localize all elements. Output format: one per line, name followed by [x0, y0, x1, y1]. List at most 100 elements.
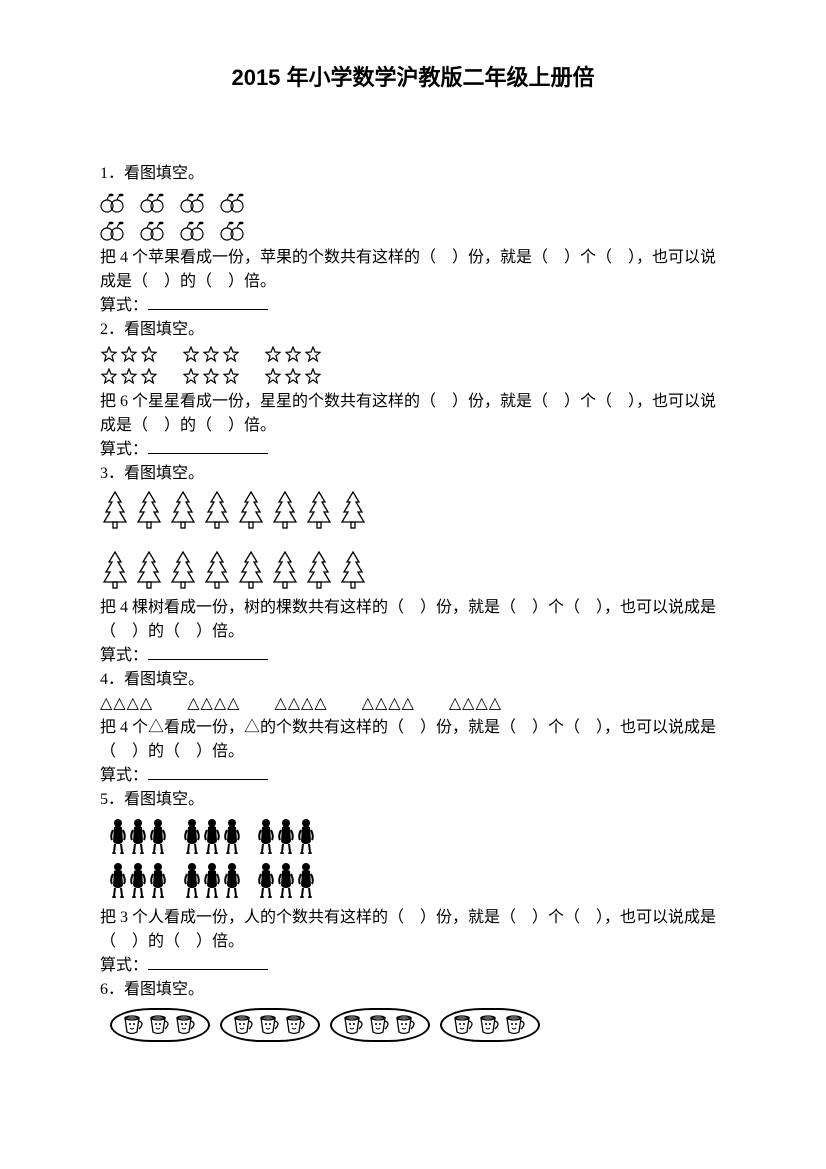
q5-formula-label: 算式：: [100, 957, 148, 974]
star-icon: [222, 346, 240, 364]
star-icon: [284, 346, 302, 364]
tree-icon: [338, 550, 372, 592]
q1-formula: 算式：: [100, 294, 726, 318]
tree-icon: [270, 550, 304, 592]
q3-formula: 算式：: [100, 644, 726, 668]
star-icon: [182, 368, 200, 386]
cup-icon: [452, 1014, 476, 1036]
tree-icon: [100, 550, 134, 592]
person-icon: [184, 862, 202, 900]
apple-icon: [220, 190, 246, 214]
tree-icon: [168, 490, 202, 532]
q3-figure-row1: [100, 490, 726, 532]
person-icon: [130, 862, 148, 900]
person-icon: [204, 862, 222, 900]
star-icon: [264, 346, 282, 364]
star-icon: [202, 346, 220, 364]
apple-icon: [140, 190, 166, 214]
tree-icon: [236, 490, 270, 532]
cup-icon: [368, 1014, 392, 1036]
person-icon: [150, 818, 168, 856]
blank-line: [148, 765, 268, 780]
star-icon: [304, 368, 322, 386]
q2-figure: [100, 346, 726, 364]
cup-icon: [478, 1014, 502, 1036]
doc-title: 2015 年小学数学沪教版二年级上册倍: [100, 60, 726, 92]
apple-icon: [140, 218, 166, 242]
tree-icon: [304, 490, 338, 532]
q3-text: 把 4 棵树看成一份，树的棵数共有这样的（ ）份，就是（ ）个（ ），也可以说成…: [100, 596, 726, 644]
star-icon: [120, 346, 138, 364]
q1-text: 把 4 个苹果看成一份，苹果的个数共有这样的（ ）份，就是（ ）个（ ），也可以…: [100, 246, 726, 294]
tree-icon: [168, 550, 202, 592]
tree-icon: [100, 490, 134, 532]
person-icon: [258, 818, 276, 856]
q3-figure-row2: [100, 550, 726, 592]
q1-figure-row2: [100, 218, 726, 242]
q6-figure: [110, 1008, 726, 1042]
person-icon: [278, 818, 296, 856]
star-icon: [100, 368, 118, 386]
star-icon: [140, 346, 158, 364]
blank-line: [148, 295, 268, 310]
star-icon: [222, 368, 240, 386]
tree-icon: [236, 550, 270, 592]
q2-text: 把 6 个星星看成一份，星星的个数共有这样的（ ）份，就是（ ）个（ ），也可以…: [100, 390, 726, 438]
blank-line: [148, 955, 268, 970]
apple-icon: [100, 218, 126, 242]
cup-icon: [284, 1014, 308, 1036]
person-icon: [110, 862, 128, 900]
q4-formula-label: 算式：: [100, 767, 148, 784]
q1-formula-label: 算式：: [100, 297, 148, 314]
q1-figure: [100, 190, 726, 214]
cup-icon: [148, 1014, 172, 1036]
person-icon: [224, 818, 242, 856]
cup-icon: [232, 1014, 256, 1036]
q4-triangles: △△△△ △△△△ △△△△ △△△△ △△△△: [100, 692, 726, 716]
person-icon: [298, 862, 316, 900]
q4-text: 把 4 个△看成一份，△的个数共有这样的（ ）份，就是（ ）个（ ），也可以说成…: [100, 716, 726, 764]
star-icon: [284, 368, 302, 386]
star-icon: [120, 368, 138, 386]
q1-number: 1．看图填空。: [100, 162, 726, 186]
q6-number: 6．看图填空。: [100, 978, 726, 1002]
star-icon: [202, 368, 220, 386]
apple-icon: [220, 218, 246, 242]
q4-number: 4．看图填空。: [100, 668, 726, 692]
blank-line: [148, 645, 268, 660]
q3-formula-label: 算式：: [100, 647, 148, 664]
q3-number: 3．看图填空。: [100, 462, 726, 486]
q5-text: 把 3 个人看成一份，人的个数共有这样的（ ）份，就是（ ）个（ ），也可以说成…: [100, 906, 726, 954]
blank-line: [148, 439, 268, 454]
cup-icon: [504, 1014, 528, 1036]
person-icon: [258, 862, 276, 900]
q5-figure: [110, 818, 726, 900]
person-icon: [130, 818, 148, 856]
star-icon: [100, 346, 118, 364]
tree-icon: [270, 490, 304, 532]
tree-icon: [134, 490, 168, 532]
cup-icon: [258, 1014, 282, 1036]
tree-icon: [338, 490, 372, 532]
cup-icon: [122, 1014, 146, 1036]
person-icon: [150, 862, 168, 900]
star-icon: [140, 368, 158, 386]
q5-formula: 算式：: [100, 954, 726, 978]
person-icon: [204, 818, 222, 856]
star-icon: [304, 346, 322, 364]
star-icon: [264, 368, 282, 386]
q2-number: 2．看图填空。: [100, 318, 726, 342]
q2-formula: 算式：: [100, 438, 726, 462]
q2-formula-label: 算式：: [100, 441, 148, 458]
apple-icon: [180, 190, 206, 214]
cup-icon: [394, 1014, 418, 1036]
tree-icon: [134, 550, 168, 592]
tree-icon: [202, 550, 236, 592]
q5-number: 5．看图填空。: [100, 788, 726, 812]
tree-icon: [304, 550, 338, 592]
cup-icon: [342, 1014, 366, 1036]
person-icon: [110, 818, 128, 856]
person-icon: [184, 818, 202, 856]
cup-icon: [174, 1014, 198, 1036]
q2-figure-row2: [100, 368, 726, 386]
